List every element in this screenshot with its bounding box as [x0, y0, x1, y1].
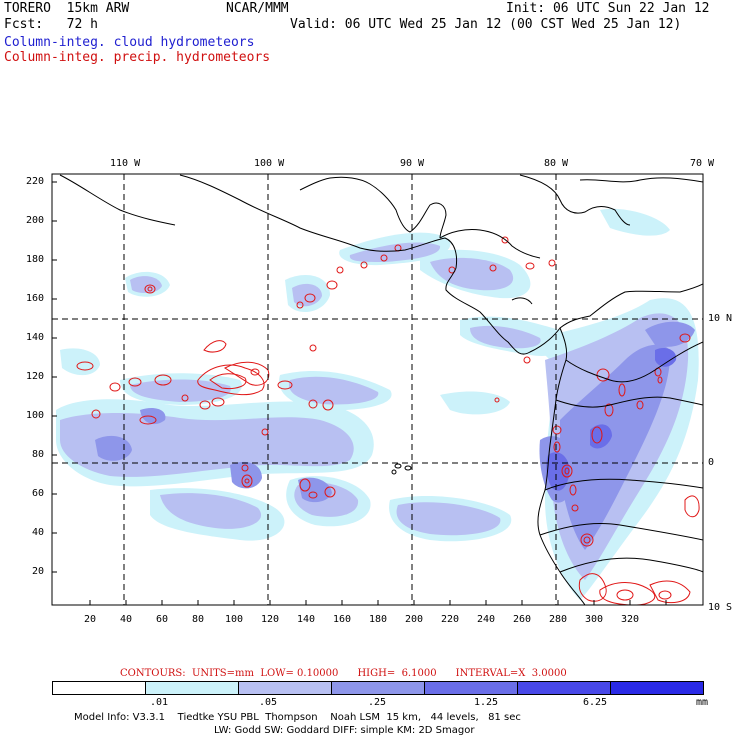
lon-label-70w: 70 W	[690, 158, 715, 169]
colorbar	[52, 681, 704, 695]
lon-label-100w: 100 W	[254, 158, 285, 169]
organization-label: NCAR/MMM	[226, 1, 289, 16]
colorbar-label: 6.25	[582, 697, 608, 708]
x-tick-label: 260	[513, 614, 532, 625]
y-tick-label: 220	[26, 176, 45, 187]
lat-lon-grid	[52, 174, 703, 605]
colorbar-unit: mm	[695, 697, 709, 708]
lon-label-80w: 80 W	[544, 158, 569, 169]
x-tick-label: 80	[192, 614, 205, 625]
x-tick-label: 200	[405, 614, 424, 625]
legend-cloud-hydrometeors: Column-integ. cloud hydrometeors	[4, 35, 255, 50]
model-info-line2: LW: Godd SW: Goddard DIFF: simple KM: 2D…	[214, 725, 475, 736]
x-tick-label: 120	[261, 614, 280, 625]
x-tick-label: 40	[120, 614, 133, 625]
init-time: Init: 06 UTC Sun 22 Jan 12	[506, 1, 710, 16]
coastlines	[59, 174, 703, 605]
colorbar-segment	[611, 682, 703, 694]
x-tick-label: 180	[369, 614, 388, 625]
colorbar-label: .01	[149, 697, 169, 708]
y-tick-label: 140	[26, 332, 45, 343]
x-tick-label: 220	[441, 614, 460, 625]
colorbar-label: 1.25	[473, 697, 499, 708]
y-tick-label: 120	[26, 371, 45, 382]
contours-info: CONTOURS: UNITS=mm LOW= 0.10000 HIGH= 6.…	[120, 668, 567, 679]
model-info-line1: Model Info: V3.3.1 Tiedtke YSU PBL Thomp…	[74, 712, 521, 723]
valid-time: Valid: 06 UTC Wed 25 Jan 12 (00 CST Wed …	[290, 17, 682, 32]
y-tick-label: 200	[26, 215, 45, 226]
colorbar-label: .25	[367, 697, 387, 708]
y-tick-label: 20	[32, 566, 45, 577]
x-tick-label: 140	[297, 614, 316, 625]
lat-label-10n: 10 N	[708, 313, 733, 324]
lon-label-90w: 90 W	[400, 158, 425, 169]
y-tick-label: 40	[32, 527, 45, 538]
y-tick-label: 180	[26, 254, 45, 265]
y-tick-label: 80	[32, 449, 45, 460]
cloud-shading-layer	[56, 208, 699, 600]
forecast-hour: Fcst: 72 h	[4, 17, 98, 32]
lat-label-10s: 10 S	[708, 602, 733, 613]
axis-ticks	[52, 181, 667, 605]
y-tick-label: 60	[32, 488, 45, 499]
x-tick-label: 240	[477, 614, 496, 625]
y-tick-label: 160	[26, 293, 45, 304]
x-tick-label: 20	[84, 614, 97, 625]
model-title: TORERO 15km ARW	[4, 1, 130, 16]
x-tick-label: 160	[333, 614, 352, 625]
lon-label-110w: 110 W	[110, 158, 141, 169]
y-tick-label: 100	[26, 410, 45, 421]
colorbar-segment	[146, 682, 239, 694]
colorbar-segment	[332, 682, 425, 694]
x-tick-label: 60	[156, 614, 169, 625]
lat-label-0: 0	[708, 457, 715, 468]
x-tick-label: 300	[585, 614, 604, 625]
colorbar-label: .05	[258, 697, 278, 708]
x-tick-label: 280	[549, 614, 568, 625]
colorbar-segment	[518, 682, 611, 694]
colorbar-segment	[53, 682, 146, 694]
precip-contours	[76, 236, 700, 605]
x-tick-label: 100	[225, 614, 244, 625]
colorbar-segment	[425, 682, 518, 694]
colorbar-segment	[239, 682, 332, 694]
legend-precip-hydrometeors: Column-integ. precip. hydrometeors	[4, 50, 271, 65]
x-tick-label: 320	[621, 614, 640, 625]
